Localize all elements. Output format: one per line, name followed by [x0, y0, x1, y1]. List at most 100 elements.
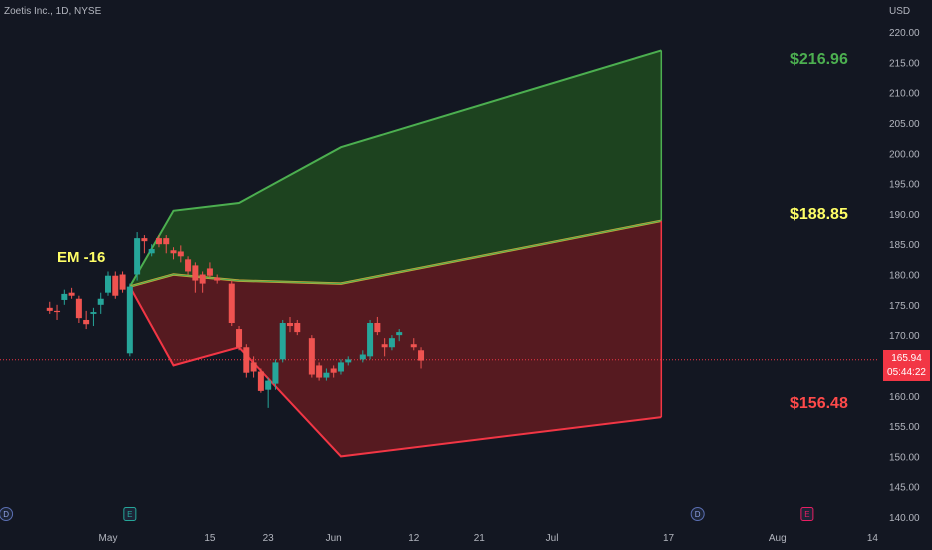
candle-body: [192, 265, 199, 281]
time-tick-label: 17: [663, 533, 675, 544]
upper-level-label: $216.96: [790, 51, 848, 68]
last-price-value: 165.94: [891, 353, 922, 364]
middle-line-edge: [129, 220, 662, 288]
price-tick-label: 195.00: [889, 180, 920, 191]
dividend-marker-label: D: [695, 510, 701, 519]
price-tick-label: 150.00: [889, 452, 920, 463]
dividend-marker-label: D: [3, 510, 9, 519]
time-tick-label: 21: [474, 533, 486, 544]
candle-body: [126, 286, 133, 354]
earnings-marker: [800, 507, 814, 521]
candle-body: [228, 283, 235, 323]
candle-body: [265, 380, 272, 390]
candle-body: [46, 307, 53, 311]
candle-body: [287, 323, 293, 327]
last-price-badge: 165.94 05:44:22: [883, 350, 930, 381]
candle-body: [345, 359, 352, 363]
candle-body: [236, 329, 243, 348]
time-tick-label: Jun: [326, 533, 342, 544]
time-tick-label: 15: [204, 533, 216, 544]
candle-body: [243, 347, 250, 373]
candle-body: [61, 293, 68, 300]
price-tick-label: 190.00: [889, 210, 920, 221]
earnings-marker-label: E: [804, 510, 809, 519]
candle-body: [199, 274, 206, 284]
candle-body: [119, 274, 126, 290]
price-tick-label: 140.00: [889, 513, 920, 524]
candle-body: [367, 323, 374, 357]
candle-body: [75, 298, 82, 319]
candle-body: [418, 350, 425, 361]
candle-body: [185, 259, 192, 272]
candle-body: [279, 323, 286, 360]
candle-body: [206, 268, 213, 276]
candle-body: [381, 344, 388, 348]
candlestick-series: [46, 232, 425, 408]
earnings-marker: [123, 507, 137, 521]
price-axis[interactable]: 140.00145.00150.00155.00160.00165.00170.…: [889, 28, 920, 524]
candle-body: [90, 312, 97, 314]
price-tick-label: 215.00: [889, 58, 920, 69]
price-tick-label: 160.00: [889, 392, 920, 403]
candle-body: [308, 338, 315, 375]
candle-body: [112, 275, 119, 296]
candle-body: [83, 319, 90, 325]
candle-body: [330, 368, 337, 373]
time-tick-label: 12: [408, 533, 420, 544]
candle-body: [316, 365, 323, 378]
time-tick-label: 23: [263, 533, 275, 544]
symbol-title: Zoetis Inc., 1D, NYSE: [4, 6, 102, 17]
candle-body: [294, 323, 301, 333]
candle-body: [323, 372, 330, 378]
candle-body: [396, 332, 403, 336]
time-tick-label: May: [99, 533, 118, 544]
candle-body: [359, 354, 366, 360]
em-label: EM -16: [57, 249, 106, 266]
candle-body: [214, 277, 221, 281]
candle-body: [148, 249, 155, 254]
price-tick-label: 170.00: [889, 331, 920, 342]
price-tick-label: 220.00: [889, 28, 920, 39]
candle-body: [105, 275, 111, 293]
candle-body: [337, 362, 344, 372]
price-tick-label: 185.00: [889, 240, 920, 251]
time-axis[interactable]: May 15 23 Jun 12 21 Jul 17 Aug 14: [99, 533, 879, 544]
currency-label: USD: [889, 6, 911, 17]
price-tick-label: 145.00: [889, 483, 920, 494]
candle-body: [141, 238, 148, 242]
price-tick-label: 210.00: [889, 89, 920, 100]
bar-countdown: 05:44:22: [887, 367, 926, 378]
lower-band-fill: [129, 220, 662, 457]
candle-body: [177, 251, 184, 257]
time-tick-label: Jul: [546, 533, 559, 544]
candle-body: [410, 344, 417, 348]
price-tick-label: 200.00: [889, 149, 920, 160]
earnings-marker-label: E: [127, 510, 132, 519]
price-tick-label: 175.00: [889, 301, 920, 312]
lower-level-label: $156.48: [790, 395, 848, 412]
upper-band-fill: [129, 50, 662, 287]
dividend-marker: [690, 507, 705, 521]
price-tick-label: 155.00: [889, 422, 920, 433]
middle-level-label: $188.85: [790, 206, 848, 223]
candle-body: [68, 292, 75, 296]
expected-move-bands: [128, 49, 663, 458]
candle-body: [155, 238, 162, 245]
candle-body: [257, 371, 264, 391]
candle-body: [170, 250, 177, 254]
candle-body: [250, 362, 257, 372]
candle-body: [163, 238, 170, 245]
candle-body: [97, 298, 104, 305]
candle-body: [134, 238, 141, 275]
price-tick-label: 180.00: [889, 271, 920, 282]
dividend-marker: [0, 507, 14, 521]
candle-body: [388, 338, 395, 348]
time-tick-label: 14: [867, 533, 879, 544]
time-tick-label: Aug: [769, 533, 787, 544]
candle-body: [272, 362, 279, 384]
candle-body: [374, 323, 381, 333]
price-tick-label: 205.00: [889, 119, 920, 130]
candle-body: [54, 310, 61, 313]
